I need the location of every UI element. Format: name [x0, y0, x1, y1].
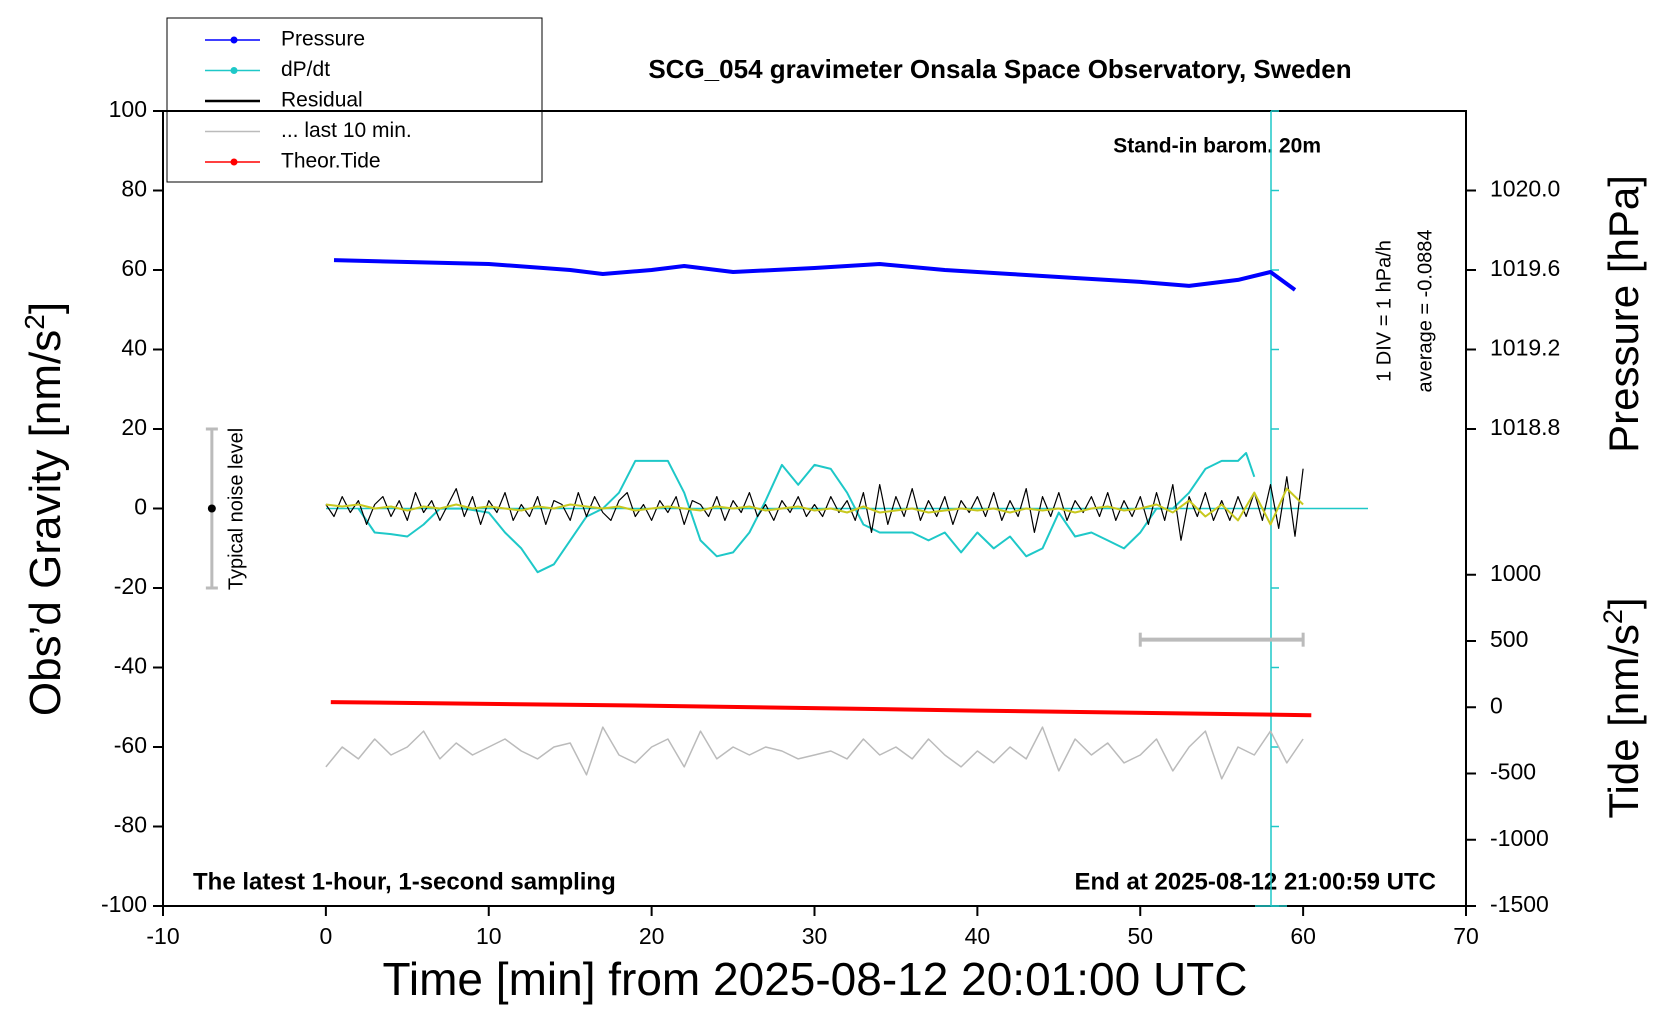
legend-label: Theor.Tide	[281, 150, 381, 173]
legend-label: Pressure	[281, 28, 365, 51]
y-tick-label: 80	[121, 176, 147, 202]
x-tick-label: 70	[1453, 923, 1479, 949]
noise-center	[207, 504, 216, 513]
x-tick-label: 10	[476, 923, 502, 949]
x-tick-label: 30	[802, 923, 828, 949]
legend-label: dP/dt	[281, 58, 330, 81]
y-tick-label: 60	[121, 255, 147, 281]
y-tick-label: -40	[114, 653, 147, 679]
y-tick-label: 0	[134, 494, 147, 520]
legend-label: Residual	[281, 89, 363, 112]
y2-axis-label: Pressure [hPa]	[1600, 175, 1647, 453]
legend-marker	[230, 158, 238, 166]
x-tick-label: 40	[965, 923, 991, 949]
legend-marker	[230, 36, 238, 44]
y3-tick-label: 1000	[1490, 560, 1541, 586]
y3-tick-label: -500	[1490, 759, 1536, 785]
legend-marker	[230, 67, 238, 74]
dpdt-scale-label: 1 DIV = 1 hPa/h	[1373, 240, 1395, 382]
y-axis-label: Obs’d Gravity [nm/s2]	[19, 302, 70, 716]
y-tick-label: 40	[121, 335, 147, 361]
y2-tick-label: 1019.6	[1490, 255, 1560, 281]
y3-label-end: ]	[1600, 597, 1647, 609]
x-tick-label: -10	[146, 923, 179, 949]
series-line	[325, 726, 1304, 780]
y-tick-label: -60	[114, 732, 147, 758]
y3-tick-label: -1500	[1490, 891, 1549, 917]
y3-tick-label: 500	[1490, 626, 1528, 652]
note-right: End at 2025-08-12 21:00:59 UTC	[1075, 868, 1437, 895]
y-tick-label: -100	[101, 891, 147, 917]
y-label-sup: 2	[19, 314, 50, 330]
legend: Pressure dP/dt Residual ... last 10 min. The…	[166, 17, 543, 183]
y3-tick-label: -1000	[1490, 825, 1549, 851]
series-line	[330, 700, 1312, 718]
y3-label-text: Tide [nm/s	[1600, 624, 1647, 819]
x-tick-label: 20	[639, 923, 665, 949]
y-tick-label: 100	[109, 96, 147, 122]
y-label-end: ]	[21, 302, 70, 314]
series-line	[325, 487, 1304, 526]
average-label: average = -0.0884	[1414, 230, 1436, 393]
y2-tick-label: 1018.8	[1490, 414, 1560, 440]
y-tick-label: -80	[114, 812, 147, 838]
chart-title: SCG_054 gravimeter Onsala Space Observat…	[648, 54, 1351, 84]
series-line	[325, 468, 1304, 541]
y2-tick-label: 1019.2	[1490, 335, 1560, 361]
y3-label-sup: 2	[1598, 609, 1628, 624]
x-tick-label: 50	[1127, 923, 1153, 949]
y3-axis-label: Tide [nm/s2]	[1598, 597, 1647, 818]
legend-label: ... last 10 min.	[281, 119, 412, 142]
y2-tick-label: 1020.0	[1490, 176, 1560, 202]
x-tick-label: 60	[1290, 923, 1316, 949]
y3-tick-label: 0	[1490, 692, 1503, 718]
series-line	[357, 452, 1256, 574]
y-label-text: Obs’d Gravity [nm/s	[21, 330, 70, 716]
x-tick-label: 0	[319, 923, 332, 949]
noise-label: Typical noise level	[225, 428, 247, 590]
y-tick-label: 20	[121, 414, 147, 440]
y-tick-label: -20	[114, 573, 147, 599]
x-axis-label: Time [min] from 2025-08-12 20:01:00 UTC	[383, 953, 1248, 1005]
subtitle: Stand-in barom. 20m	[1113, 135, 1321, 158]
series-line	[333, 258, 1297, 292]
note-left: The latest 1-hour, 1-second sampling	[193, 868, 616, 895]
